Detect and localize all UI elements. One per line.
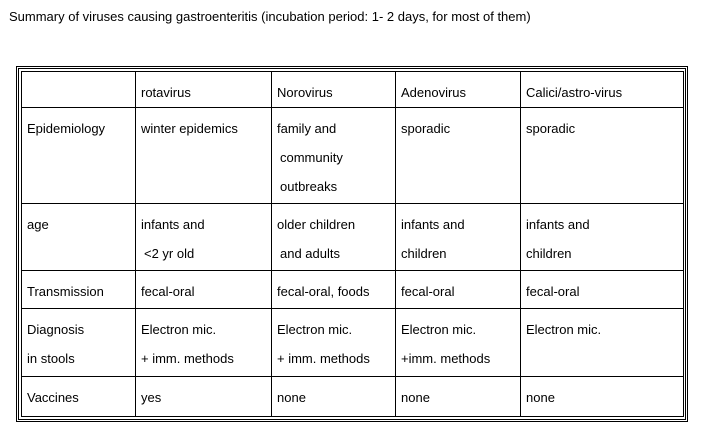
cell-line: +imm. methods bbox=[401, 351, 491, 366]
cell-line: sporadic bbox=[401, 121, 451, 136]
row-label-cell: age bbox=[21, 203, 136, 271]
cell-line: children bbox=[401, 246, 447, 261]
cell-line: + imm. methods bbox=[277, 351, 370, 366]
table-row-transmission: Transmission fecal-oral fecal-oral, food… bbox=[21, 270, 684, 309]
table-cell: Electron mic. +imm. methods bbox=[395, 308, 521, 377]
table-cell: older children and adults bbox=[271, 203, 396, 271]
header-row: rotavirus Norovirus Adenovirus Calici/as… bbox=[21, 71, 684, 108]
header-label: Calici/astro-virus bbox=[526, 85, 623, 100]
table-cell: Electron mic. + imm. methods bbox=[135, 308, 272, 377]
cell-line: and adults bbox=[280, 246, 340, 261]
row-label-cell: Diagnosis in stools bbox=[21, 308, 136, 377]
cell-line: community bbox=[280, 150, 343, 165]
header-label: Adenovirus bbox=[401, 85, 467, 100]
cell-line: infants and bbox=[401, 217, 465, 232]
row-label-cell: Transmission bbox=[21, 270, 136, 309]
table-cell: fecal-oral bbox=[520, 270, 684, 309]
row-label: Diagnosis bbox=[27, 322, 85, 337]
table-cell: sporadic bbox=[520, 107, 684, 204]
table-cell: fecal-oral bbox=[395, 270, 521, 309]
row-label: age bbox=[27, 217, 49, 232]
cell-line: fecal-oral bbox=[141, 284, 195, 299]
cell-line: children bbox=[526, 246, 572, 261]
table-cell: family and community outbreaks bbox=[271, 107, 396, 204]
cell-line: sporadic bbox=[526, 121, 576, 136]
row-label: Vaccines bbox=[27, 390, 79, 405]
cell-line: <2 yr old bbox=[144, 246, 195, 261]
table-cell: infants and <2 yr old bbox=[135, 203, 272, 271]
table-cell: Electron mic. + imm. methods bbox=[271, 308, 396, 377]
cell-line: older children bbox=[277, 217, 356, 232]
cell-line: fecal-oral, foods bbox=[277, 284, 370, 299]
table-cell: none bbox=[271, 376, 396, 417]
header-cell-calici-astro-virus: Calici/astro-virus bbox=[520, 71, 684, 108]
virus-summary-table: rotavirus Norovirus Adenovirus Calici/as… bbox=[21, 71, 684, 417]
table-cell: none bbox=[395, 376, 521, 417]
row-label-cell: Vaccines bbox=[21, 376, 136, 417]
cell-line: Electron mic. bbox=[277, 322, 353, 337]
table-cell: winter epidemics bbox=[135, 107, 272, 204]
row-label-cell: Epidemiology bbox=[21, 107, 136, 204]
row-label: Epidemiology bbox=[27, 121, 106, 136]
table-frame bbox=[16, 66, 688, 422]
row-label: in stools bbox=[27, 351, 75, 366]
table-cell: none bbox=[520, 376, 684, 417]
header-label: Norovirus bbox=[277, 85, 333, 100]
table-cell: yes bbox=[135, 376, 272, 417]
header-cell-rotavirus: rotavirus bbox=[135, 71, 272, 108]
header-cell-norovirus: Norovirus bbox=[271, 71, 396, 108]
table-cell: infants and children bbox=[395, 203, 521, 271]
cell-line: winter epidemics bbox=[141, 121, 238, 136]
cell-line: yes bbox=[141, 390, 162, 405]
cell-line: family and bbox=[277, 121, 337, 136]
table-cell: fecal-oral bbox=[135, 270, 272, 309]
table-row-epidemiology: Epidemiology winter epidemics family and… bbox=[21, 107, 684, 204]
table-cell: Electron mic. bbox=[520, 308, 684, 377]
table-cell: sporadic bbox=[395, 107, 521, 204]
header-cell-corner bbox=[21, 71, 136, 108]
table-row-age: age infants and <2 yr old older children… bbox=[21, 203, 684, 271]
cell-line: Electron mic. bbox=[401, 322, 477, 337]
header-cell-adenovirus: Adenovirus bbox=[395, 71, 521, 108]
cell-line: none bbox=[401, 390, 430, 405]
cell-line: fecal-oral bbox=[526, 284, 580, 299]
table-cell: fecal-oral, foods bbox=[271, 270, 396, 309]
cell-line: Electron mic. bbox=[526, 322, 602, 337]
cell-line: outbreaks bbox=[280, 179, 338, 194]
cell-line: infants and bbox=[526, 217, 590, 232]
cell-line: infants and bbox=[141, 217, 205, 232]
cell-line: none bbox=[277, 390, 306, 405]
header-label: rotavirus bbox=[141, 85, 191, 100]
table-cell: infants and children bbox=[520, 203, 684, 271]
cell-line: fecal-oral bbox=[401, 284, 455, 299]
table-row-diagnosis: Diagnosis in stools Electron mic. + imm.… bbox=[21, 308, 684, 377]
cell-line: none bbox=[526, 390, 555, 405]
row-label: Transmission bbox=[27, 284, 104, 299]
cell-line: + imm. methods bbox=[141, 351, 234, 366]
table-caption: Summary of viruses causing gastroenterit… bbox=[9, 9, 531, 24]
table-row-vaccines: Vaccines yes none none none bbox=[21, 376, 684, 417]
cell-line: Electron mic. bbox=[141, 322, 217, 337]
